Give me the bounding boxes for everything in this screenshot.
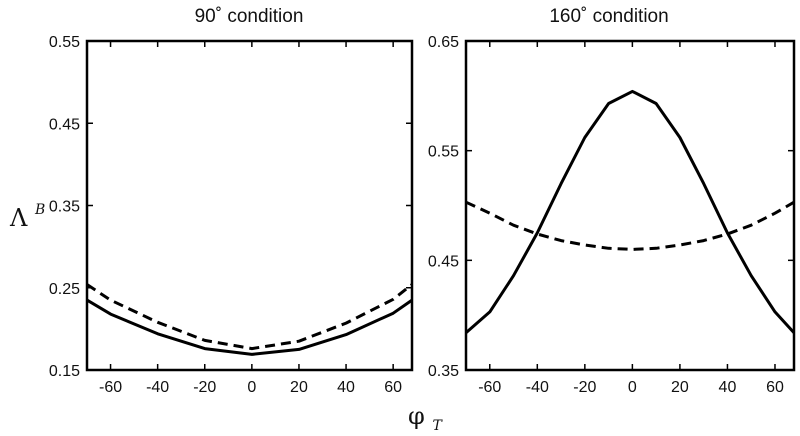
y-tick-label: 0.55 — [428, 144, 459, 161]
y-tick-label: 0.55 — [49, 34, 80, 51]
y-tick-label: 0.35 — [49, 199, 80, 216]
y-tick-label: 0.15 — [49, 363, 80, 380]
y-tick-label: 0.35 — [428, 363, 459, 380]
x-tick-label: -40 — [526, 379, 549, 396]
x-tick-label: -60 — [478, 379, 501, 396]
x-tick-label: 20 — [671, 379, 689, 396]
y-axis-label-sup: B — [34, 202, 45, 218]
x-tick-label: -60 — [99, 379, 122, 396]
y-tick-label: 0.45 — [428, 253, 459, 270]
x-tick-label: 40 — [719, 379, 737, 396]
y-axis-label-main: Λ — [9, 204, 28, 232]
x-axis-label: φ T — [408, 402, 443, 434]
y-tick-label: 0.25 — [49, 281, 80, 298]
chart-title-90: 90˚ condition — [195, 6, 304, 27]
y-tick-label: 0.45 — [49, 116, 80, 133]
x-axis-label-main: φ — [408, 402, 425, 430]
series-line-solid — [86, 298, 413, 356]
panel-90-condition: -60 -40 -20 0 20 40 60 0.15 0.25 0.35 0.45 0.55 — [49, 34, 414, 396]
chart-title-160: 160˚ condition — [549, 6, 668, 27]
x-tick-label: 40 — [337, 379, 355, 396]
x-tick-label: 20 — [290, 379, 308, 396]
panel-160-condition: -60 -40 -20 0 20 40 60 0.35 0.45 0.55 0.65 — [428, 34, 796, 396]
x-tick-label: -20 — [573, 379, 596, 396]
x-tick-label: 0 — [628, 379, 637, 396]
x-tick-label: 60 — [766, 379, 784, 396]
y-tick-label: 0.65 — [428, 34, 459, 51]
x-axis-label-sub: T — [432, 418, 443, 434]
series-line-dashed — [86, 283, 413, 351]
x-tick-label: 0 — [247, 379, 256, 396]
y-axis-label: Λ B — [9, 202, 45, 232]
series-line-dashed — [465, 200, 795, 251]
x-tick-label: -40 — [146, 379, 169, 396]
x-tick-label: -20 — [193, 379, 216, 396]
series-line-solid — [465, 89, 796, 334]
plot-frame — [85, 39, 414, 372]
x-tick-label: 60 — [384, 379, 402, 396]
plot-frame — [464, 39, 796, 372]
